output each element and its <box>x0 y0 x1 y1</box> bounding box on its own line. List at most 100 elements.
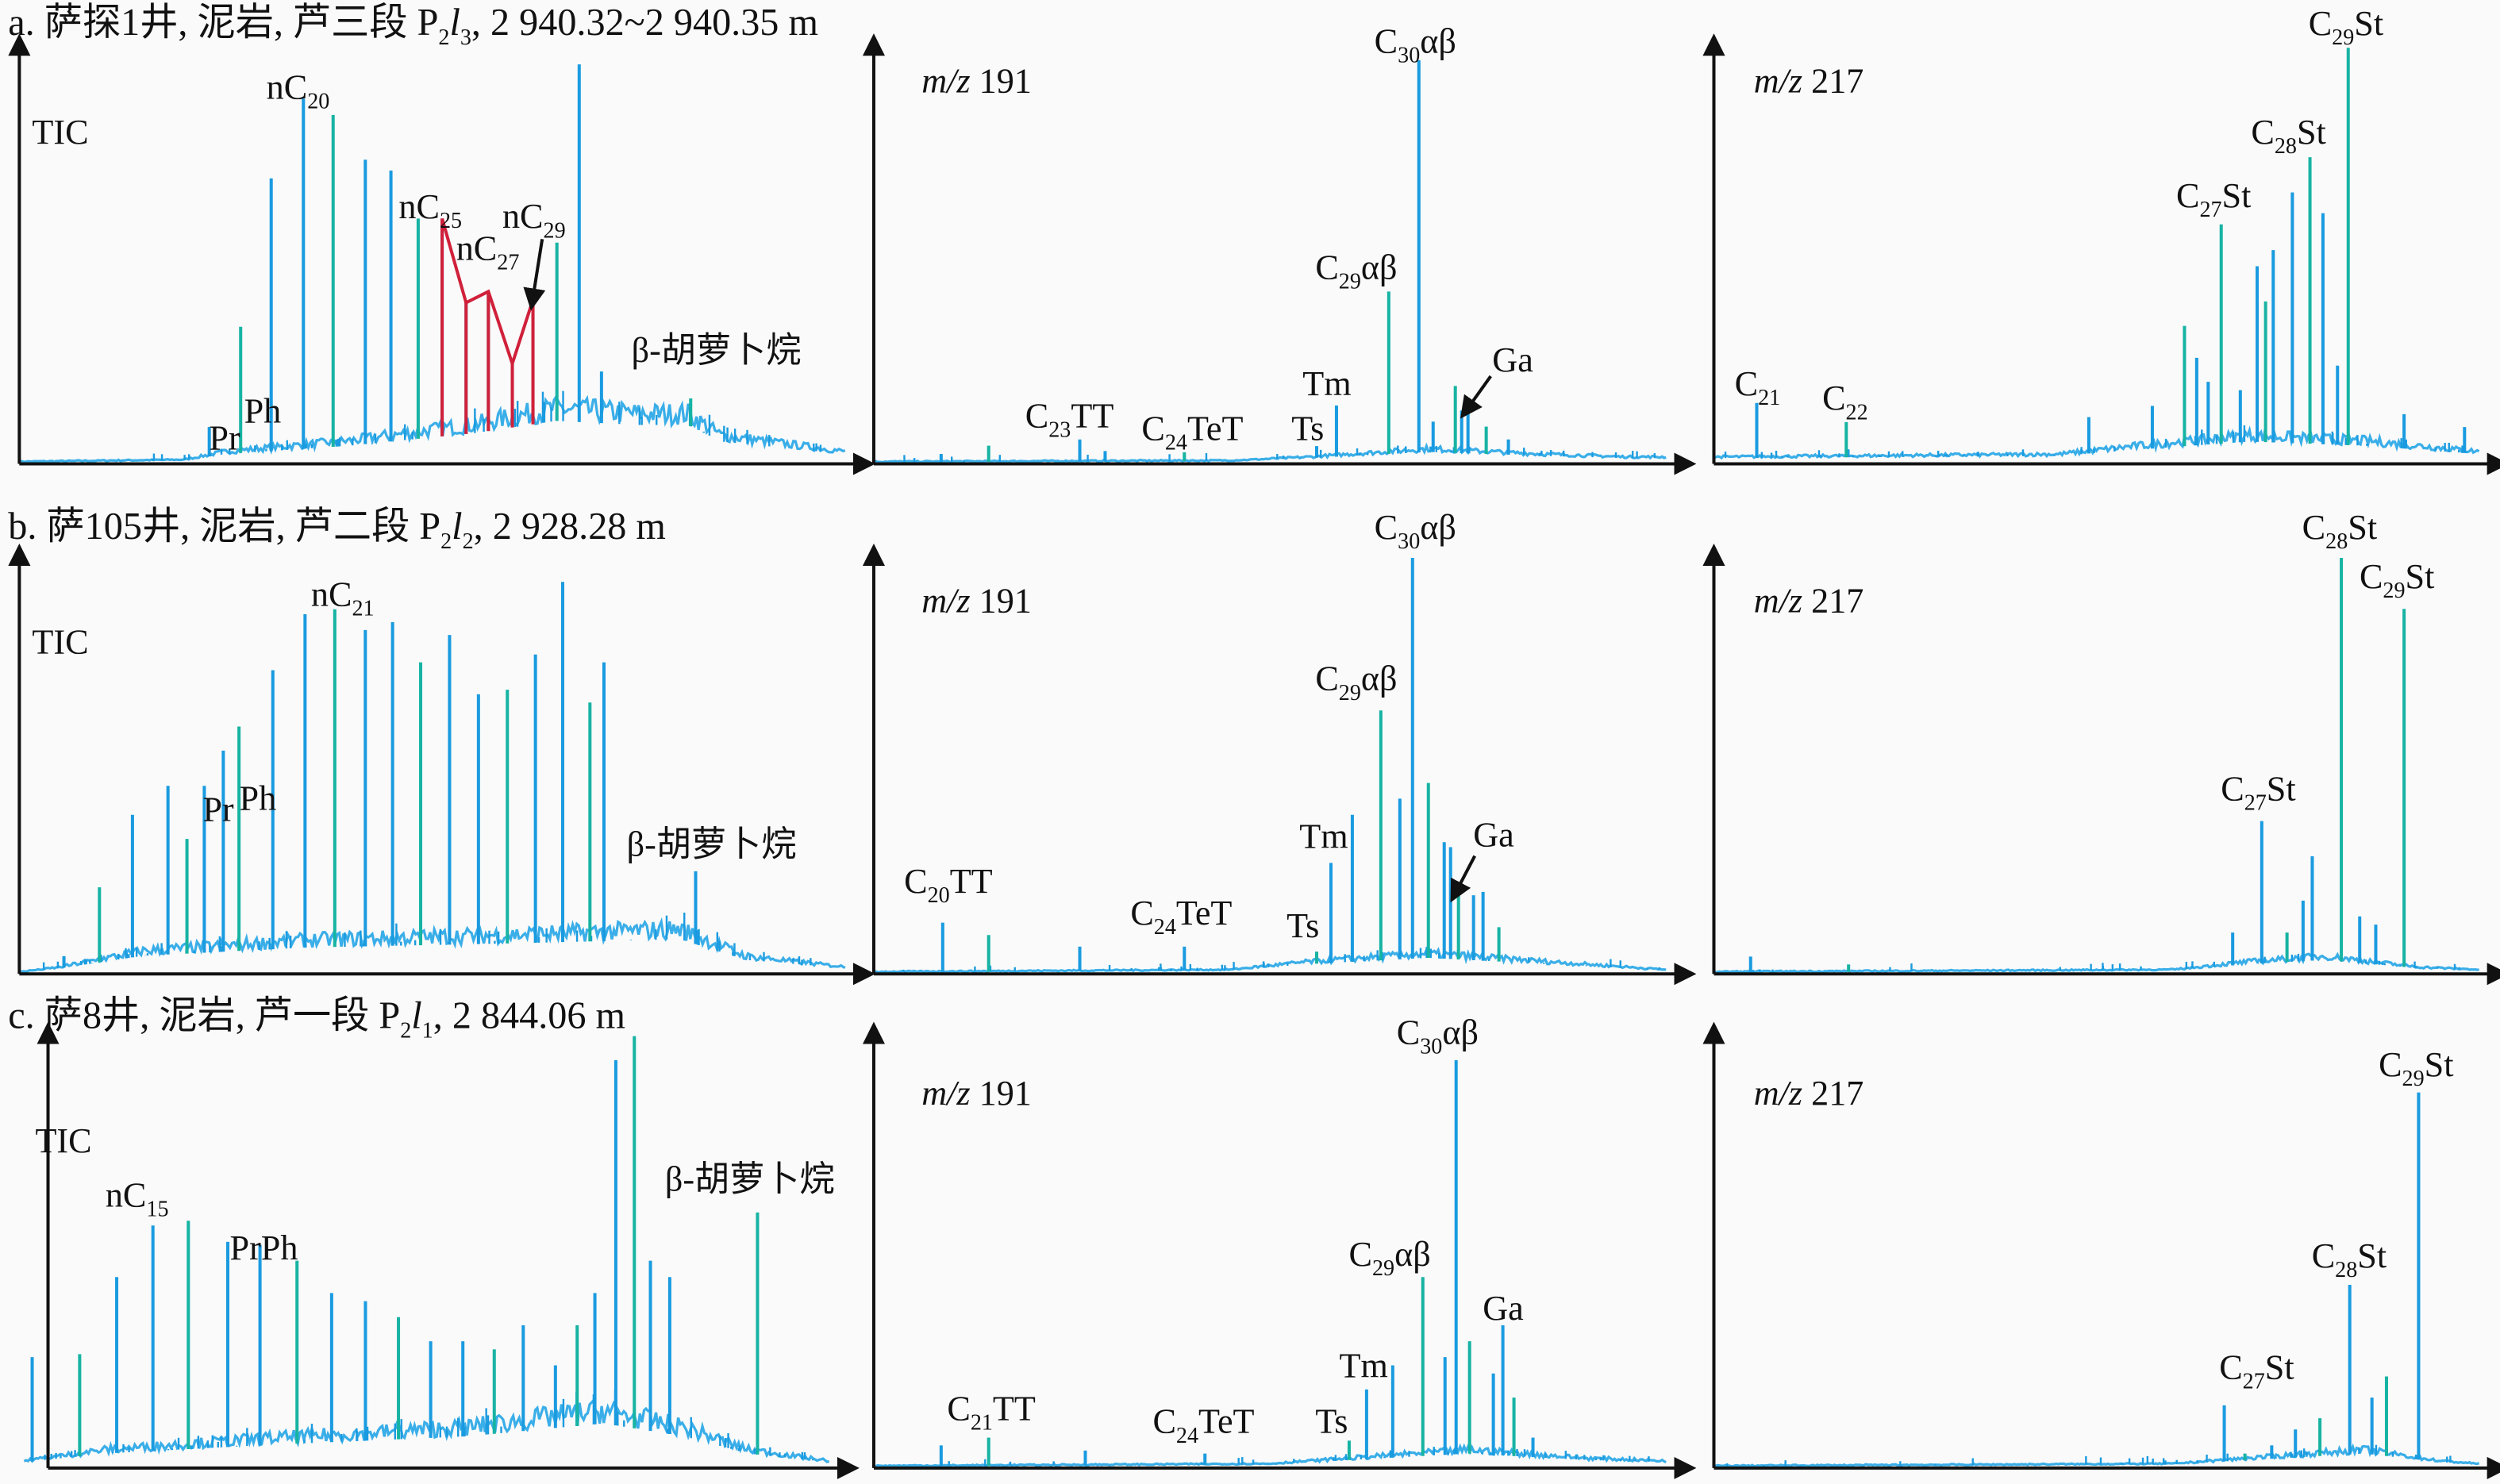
trace-label: m/z 191 <box>921 61 1032 100</box>
trace-label-italic: m/z <box>921 61 970 100</box>
title-text: c. 萨8井, 泥岩, 芦一段 P <box>8 995 400 1037</box>
peak-label-text: Ts <box>1291 409 1324 448</box>
peak-label: Tm <box>1302 364 1351 403</box>
peak-label: C23TT <box>1025 396 1114 442</box>
peak-label: Ts <box>1287 906 1319 945</box>
peak-label: nC27 <box>456 229 520 275</box>
trace-label-text: 217 <box>1802 1074 1863 1113</box>
chromatogram-panel: TIC Pr Ph nC21 β-胡萝卜烷 <box>8 543 875 986</box>
peak-label: β-胡萝卜烷 <box>627 825 797 864</box>
peak-label-text: C <box>2360 557 2383 596</box>
panel-row-title: b. 萨105井, 泥岩, 芦二段 P2l2, 2 928.28 m <box>8 506 666 554</box>
trace-label-text: TIC <box>32 623 88 662</box>
peak-label-subscript: 27 <box>2243 1369 2265 1394</box>
peak-label-text: C <box>2379 1045 2402 1084</box>
peak-label-text: C <box>2312 1236 2335 1275</box>
peak-label: C22 <box>1822 379 1868 425</box>
baseline-trace <box>873 947 1667 974</box>
title-text: , 2 940.32~2 940.35 m <box>471 2 818 44</box>
peak-label-text: C <box>1315 659 1338 698</box>
trace-label-text: TIC <box>35 1121 91 1160</box>
peak-label: C27St <box>2176 176 2252 222</box>
title-subscript: 2 <box>463 529 474 554</box>
peak-label-text: Tm <box>1302 364 1351 403</box>
peak-label: C24TeT <box>1130 894 1232 940</box>
peak-label-subscript: 28 <box>2275 134 2297 159</box>
peak-label-text: nC <box>456 229 498 267</box>
peak-label-suffix: αβ <box>1442 1013 1479 1052</box>
peak-label-text: C <box>1130 894 1153 932</box>
peak-label-text: C <box>1152 1402 1175 1441</box>
peak-label-subscript: 15 <box>146 1198 168 1222</box>
title-text: , 2 844.06 m <box>433 995 625 1037</box>
peak-label-subscript: 21 <box>352 596 375 621</box>
peak-label-text: Ts <box>1287 906 1319 945</box>
peak-label: Pr <box>209 418 240 457</box>
arrow-icon <box>523 238 546 311</box>
peak-label-subscript: 30 <box>1420 1035 1442 1059</box>
peak-label: Pr <box>202 790 234 829</box>
peak-label-suffix: St <box>2425 1045 2455 1084</box>
trace-label: TIC <box>35 1121 91 1160</box>
peak-label-text: C <box>1397 1013 1420 1052</box>
peak-label-text: C <box>1315 248 1338 287</box>
peak-label-subscript: 23 <box>1048 417 1071 442</box>
peak-label-text: C <box>2302 508 2325 547</box>
arrow-icon <box>1450 855 1476 903</box>
trace-label-italic: m/z <box>1754 581 1802 620</box>
trace-label: m/z 191 <box>921 1074 1032 1113</box>
peak-label: β-胡萝卜烷 <box>665 1159 835 1198</box>
peak-label-suffix: St <box>2267 769 2297 808</box>
peak-label-text: C <box>1025 396 1048 435</box>
peak-label: nC25 <box>398 187 462 233</box>
peak-label: nC15 <box>106 1176 169 1222</box>
peak-label: C29St <box>2360 557 2435 603</box>
peak-label-subscript: 20 <box>928 883 950 908</box>
peak-label-suffix: St <box>2265 1348 2295 1386</box>
peak-label-text: nC <box>311 575 352 613</box>
peak-label-subscript: 30 <box>1398 529 1420 554</box>
trace-label: TIC <box>32 113 88 152</box>
peak-label: nC29 <box>502 197 566 243</box>
peak-label-subscript: 28 <box>2325 529 2348 554</box>
title-text: b. 萨105井, 泥岩, 芦二段 P <box>8 506 440 548</box>
baseline-trace <box>1713 425 2480 460</box>
peak-label: C21 <box>1735 364 1781 410</box>
peak-label: C29αβ <box>1315 248 1397 294</box>
peak-label: C30αβ <box>1375 508 1456 554</box>
peak-label: C24TeT <box>1152 1402 1254 1448</box>
trace-label-italic: m/z <box>921 581 970 620</box>
peak-label-text: β-胡萝卜烷 <box>665 1159 835 1198</box>
title-text: a. 萨探1井, 泥岩, 芦三段 P <box>8 2 438 44</box>
title-subscript: 2 <box>440 529 452 554</box>
title-italic: l <box>411 995 421 1037</box>
peak-label-text: Tm <box>1339 1346 1387 1385</box>
peak-label-subscript: 29 <box>1339 681 1361 705</box>
title-subscript: 1 <box>422 1019 433 1044</box>
peak-label-text: nC <box>267 68 308 107</box>
peak-label-suffix: St <box>2354 4 2384 43</box>
peak-label-subscript: 22 <box>1846 400 1868 425</box>
baseline-trace <box>23 1397 830 1463</box>
peak-label: nC21 <box>311 575 375 621</box>
trace-label: m/z 217 <box>1754 61 1864 100</box>
peak-label-text: Ph <box>240 779 277 817</box>
baseline-trace <box>1713 952 2480 974</box>
peak-label-text: C <box>2251 113 2274 152</box>
trace-label-italic: m/z <box>1754 1074 1802 1113</box>
peak-label-subscript: 20 <box>307 90 329 114</box>
peak-label-text: C <box>1141 409 1164 448</box>
trace-label: TIC <box>32 623 88 662</box>
peak-label-text: C <box>1349 1235 1372 1274</box>
peak-label-subscript: 21 <box>971 1411 993 1436</box>
peak-label-suffix: TeT <box>1187 409 1244 448</box>
peak-label-suffix: TT <box>1071 396 1113 435</box>
peak-label-text: C <box>947 1390 970 1428</box>
peak-label-subscript: 28 <box>2335 1258 2357 1282</box>
peak-label: C24TeT <box>1141 409 1243 455</box>
